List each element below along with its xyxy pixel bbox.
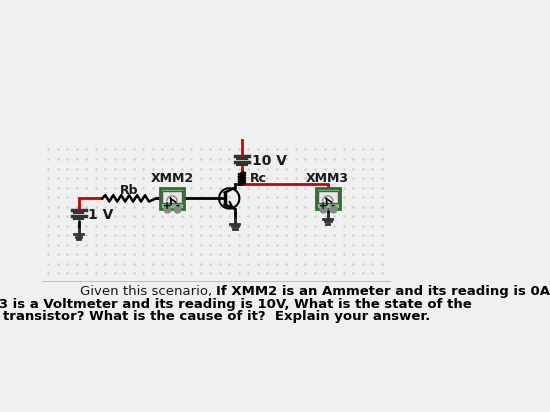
- Text: -: -: [331, 201, 335, 211]
- FancyBboxPatch shape: [162, 191, 182, 204]
- Text: XMM3 is a Voltmeter and its reading is 10V, What is the state of the: XMM3 is a Voltmeter and its reading is 1…: [0, 297, 471, 311]
- Text: +: +: [163, 201, 171, 211]
- Text: If XMM2 is an Ammeter and its reading is 0A, and: If XMM2 is an Ammeter and its reading is…: [217, 285, 550, 298]
- Text: XMM3: XMM3: [306, 172, 349, 185]
- FancyBboxPatch shape: [317, 191, 338, 204]
- Text: Rc: Rc: [250, 172, 267, 185]
- Text: 10 V: 10 V: [252, 154, 287, 168]
- FancyBboxPatch shape: [160, 188, 184, 208]
- Text: Given this scenario,: Given this scenario,: [80, 285, 217, 298]
- Text: 1 V: 1 V: [88, 208, 113, 222]
- Text: -: -: [175, 201, 179, 211]
- Text: XMM2: XMM2: [151, 172, 194, 185]
- FancyBboxPatch shape: [316, 188, 340, 208]
- Text: Rb: Rb: [120, 184, 139, 197]
- Text: +: +: [318, 201, 327, 211]
- Text: transistor? What is the cause of it?  Explain your answer.: transistor? What is the cause of it? Exp…: [3, 310, 430, 323]
